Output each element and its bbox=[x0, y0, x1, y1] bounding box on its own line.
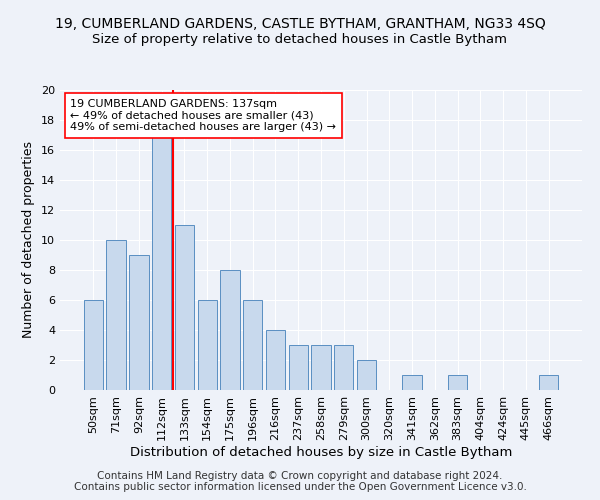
Bar bbox=[266, 330, 285, 390]
Bar bbox=[289, 345, 308, 390]
Bar bbox=[220, 270, 239, 390]
Text: 19, CUMBERLAND GARDENS, CASTLE BYTHAM, GRANTHAM, NG33 4SQ: 19, CUMBERLAND GARDENS, CASTLE BYTHAM, G… bbox=[55, 18, 545, 32]
Bar bbox=[175, 225, 194, 390]
Bar bbox=[243, 300, 262, 390]
Bar bbox=[197, 300, 217, 390]
Bar bbox=[106, 240, 126, 390]
Y-axis label: Number of detached properties: Number of detached properties bbox=[22, 142, 35, 338]
Text: 19 CUMBERLAND GARDENS: 137sqm
← 49% of detached houses are smaller (43)
49% of s: 19 CUMBERLAND GARDENS: 137sqm ← 49% of d… bbox=[70, 99, 337, 132]
Bar bbox=[357, 360, 376, 390]
Text: Size of property relative to detached houses in Castle Bytham: Size of property relative to detached ho… bbox=[92, 32, 508, 46]
Bar bbox=[334, 345, 353, 390]
Bar bbox=[152, 135, 172, 390]
Bar bbox=[539, 375, 558, 390]
Bar bbox=[311, 345, 331, 390]
Bar bbox=[129, 255, 149, 390]
Bar bbox=[84, 300, 103, 390]
X-axis label: Distribution of detached houses by size in Castle Bytham: Distribution of detached houses by size … bbox=[130, 446, 512, 458]
Text: Contains HM Land Registry data © Crown copyright and database right 2024.
Contai: Contains HM Land Registry data © Crown c… bbox=[74, 471, 526, 492]
Bar bbox=[403, 375, 422, 390]
Bar bbox=[448, 375, 467, 390]
